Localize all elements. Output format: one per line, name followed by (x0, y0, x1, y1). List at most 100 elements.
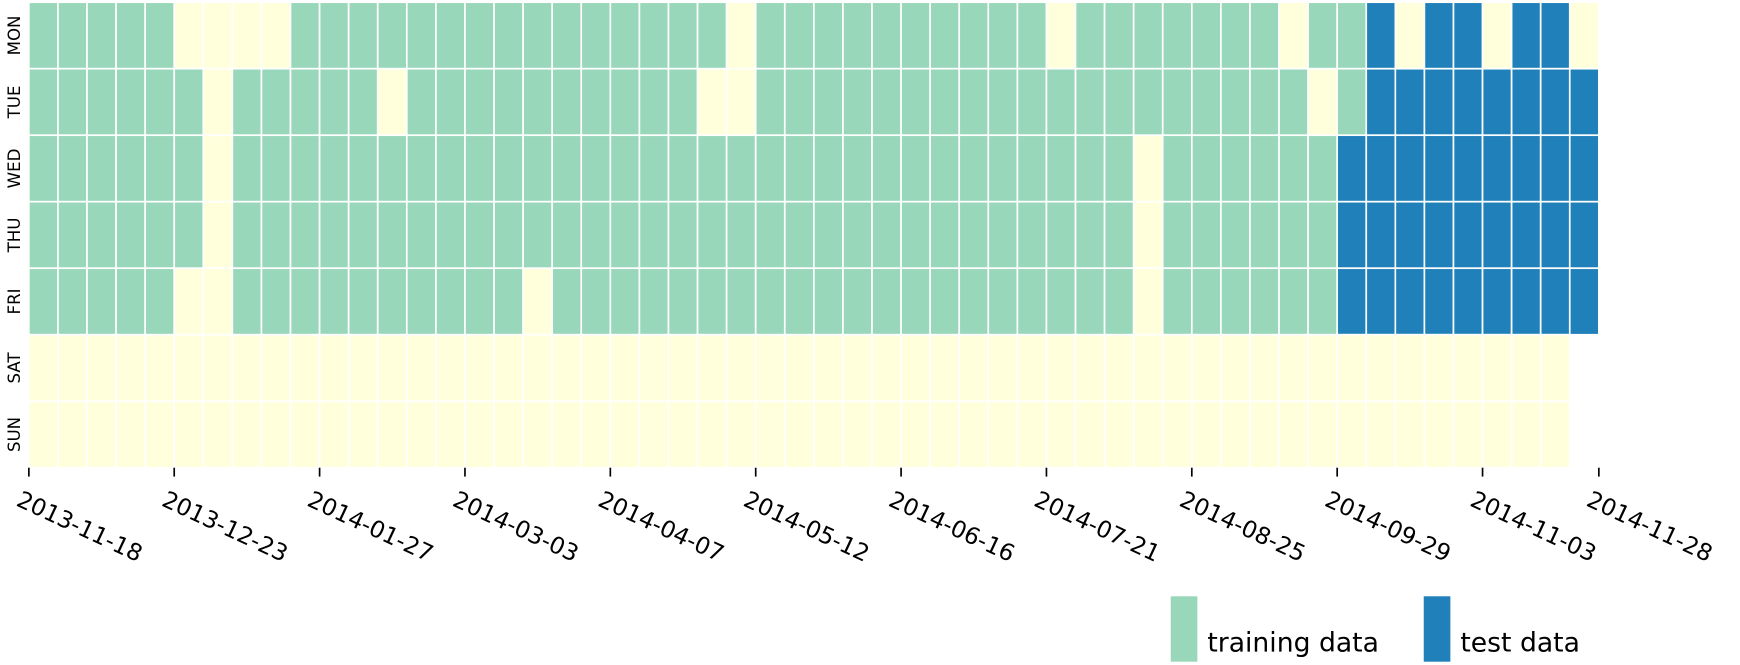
cell (1103, 67, 1135, 137)
cell (202, 200, 234, 270)
cell (231, 67, 263, 137)
cell (289, 200, 321, 270)
cell (580, 134, 612, 203)
cell (231, 400, 263, 469)
cell (580, 67, 612, 137)
cell (1510, 67, 1542, 137)
row-label: MON (5, 16, 24, 56)
cell (260, 1, 292, 70)
cell (551, 200, 583, 270)
cell (609, 134, 641, 203)
cell (173, 1, 205, 70)
x-tick-label: 2014-06-16 (885, 486, 1019, 568)
cell (783, 400, 815, 469)
cell (289, 67, 321, 137)
cell (1278, 1, 1309, 70)
cell (1510, 400, 1542, 469)
cell (1132, 134, 1164, 203)
cell (347, 267, 379, 336)
cell (842, 67, 873, 137)
cell (28, 200, 59, 270)
cell (1045, 267, 1077, 336)
cell (551, 267, 583, 336)
cell (667, 267, 699, 336)
cell (260, 200, 292, 270)
cell (813, 400, 844, 469)
cell (405, 134, 437, 203)
cell (1539, 267, 1571, 336)
cell (347, 134, 379, 203)
cell (900, 333, 931, 403)
cell (464, 134, 495, 203)
x-tick-label: 2014-11-03 (1466, 486, 1600, 568)
cell (696, 67, 728, 137)
cell (376, 1, 408, 70)
cell (1336, 267, 1368, 336)
cell (609, 200, 641, 270)
cell (1481, 67, 1513, 137)
cell (28, 333, 59, 403)
cell (1336, 67, 1368, 137)
cell (1190, 1, 1222, 70)
cell (1220, 400, 1251, 469)
cell (1394, 67, 1426, 137)
cell (318, 267, 350, 336)
cell (1539, 1, 1571, 70)
cell (1220, 200, 1251, 270)
cell (813, 67, 844, 137)
cell (318, 1, 350, 70)
cell (725, 267, 757, 336)
cell (144, 1, 176, 70)
cell (1510, 333, 1542, 403)
cell (1336, 333, 1368, 403)
cell (1103, 1, 1135, 70)
cell (1394, 267, 1426, 336)
cell (813, 333, 844, 403)
cell (725, 200, 757, 270)
cell (115, 400, 146, 469)
cell (493, 400, 524, 469)
cell (1016, 400, 1048, 469)
x-tick-label: 2014-01-27 (303, 486, 437, 568)
cell (1568, 267, 1600, 336)
cell (871, 400, 902, 469)
x-tick-label: 2014-08-25 (1176, 486, 1310, 568)
cell (871, 267, 902, 336)
cell (551, 1, 583, 70)
cell (1220, 1, 1251, 70)
cell (405, 200, 437, 270)
cell (231, 267, 263, 336)
cell (405, 267, 437, 336)
cell (842, 267, 873, 336)
x-tick-label: 2014-03-03 (449, 486, 583, 568)
cell (57, 200, 88, 270)
cell (696, 333, 728, 403)
cell (900, 134, 931, 203)
cell (783, 134, 815, 203)
cell (900, 200, 931, 270)
cell (202, 400, 234, 469)
cell (202, 67, 234, 137)
cell (260, 134, 292, 203)
cell (1074, 1, 1106, 70)
cell (1568, 67, 1600, 137)
cell (609, 67, 641, 137)
cell (347, 67, 379, 137)
cell (493, 267, 524, 336)
cell (1336, 1, 1368, 70)
cell (1481, 333, 1513, 403)
cell (1423, 267, 1455, 336)
x-tick-label: 2014-05-12 (739, 486, 873, 568)
row-label: FRI (5, 288, 24, 314)
cell (115, 134, 146, 203)
cell (638, 1, 670, 70)
cell (900, 267, 931, 336)
cell (609, 1, 641, 70)
cell (1161, 333, 1193, 403)
cell (115, 333, 146, 403)
cell (1132, 333, 1164, 403)
cell (1423, 333, 1455, 403)
cell (1481, 267, 1513, 336)
cell (1365, 400, 1397, 469)
